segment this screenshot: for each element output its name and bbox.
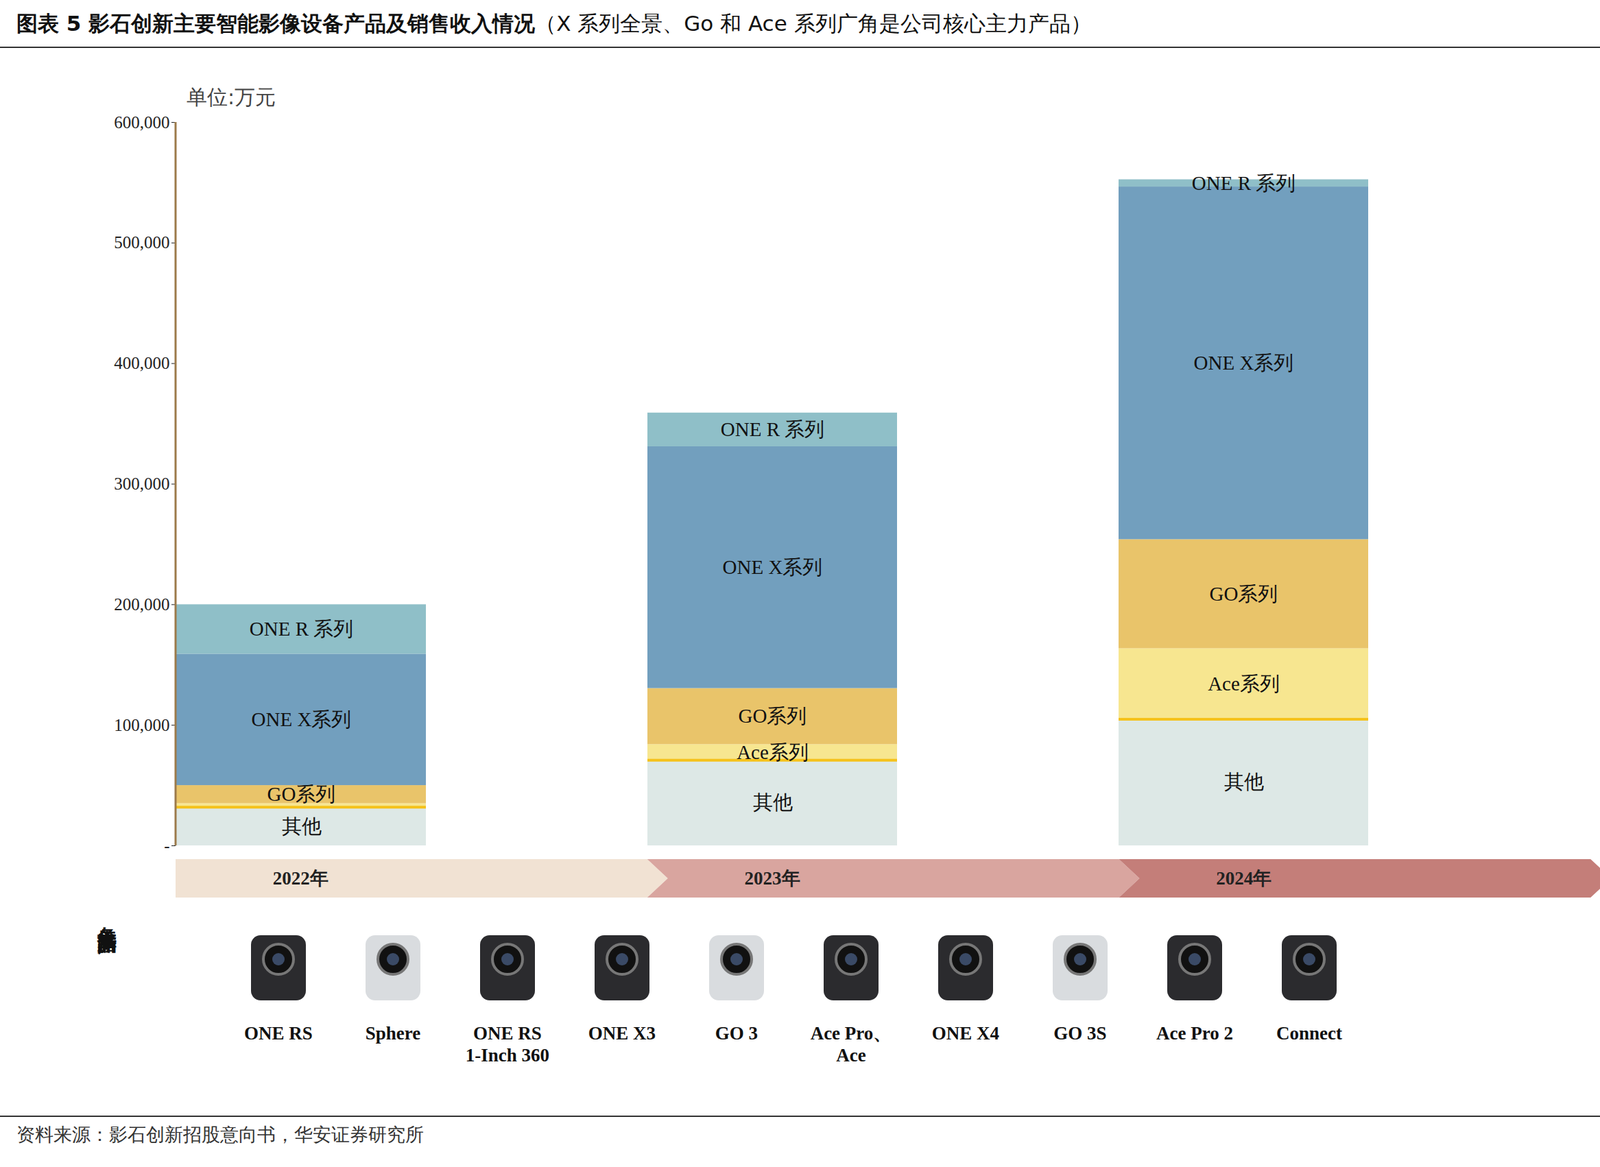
svg-text:ONE X系列: ONE X系列 [722, 556, 823, 579]
svg-text:其他: 其他 [753, 791, 793, 814]
html-text:Sphere: Sphere [365, 1023, 421, 1044]
svg-text:500,000: 500,000 [113, 233, 170, 252]
svg-text:400,000: 400,000 [113, 353, 170, 373]
svg-text:ONE X系列: ONE X系列 [251, 708, 352, 731]
svg-text:2024年: 2024年 [1215, 868, 1272, 889]
svg-text:ONE R 系列: ONE R 系列 [1191, 172, 1296, 195]
html-text:资料来源：影石创新招股意向书，华安证券研究所: 资料来源：影石创新招股意向书，华安证券研究所 [16, 1124, 424, 1146]
html-text:Connect: Connect [1276, 1023, 1343, 1044]
html-text:ONE RS: ONE RS [244, 1023, 313, 1044]
html-text:ONE RS: ONE RS [473, 1023, 542, 1044]
html-text:GO 3: GO 3 [715, 1023, 758, 1044]
svg-text:ONE R 系列: ONE R 系列 [249, 617, 354, 640]
svg-text:ONE X系列: ONE X系列 [1193, 351, 1295, 374]
svg-text:2023年: 2023年 [744, 868, 801, 889]
svg-text:其他: 其他 [281, 815, 322, 838]
svg-text:Ace系列: Ace系列 [736, 741, 809, 764]
html-text:单位:万元: 单位:万元 [186, 85, 276, 110]
svg-text:GO系列: GO系列 [267, 783, 337, 806]
svg-text:600,000: 600,000 [113, 113, 170, 132]
html-text:各年推出新产品: 各年推出新产品 [96, 911, 118, 922]
html-text:ONE X3: ONE X3 [588, 1023, 656, 1044]
svg-text:300,000: 300,000 [113, 474, 170, 494]
svg-text:Ace系列: Ace系列 [1207, 672, 1280, 695]
html-text:GO 3S: GO 3S [1053, 1023, 1107, 1044]
svg-text:GO系列: GO系列 [738, 705, 808, 727]
svg-text:2022年: 2022年 [272, 868, 329, 889]
html-text:图表 5 影石创新主要智能影像设备产品及销售收入情况（X 系: 图表 5 影石创新主要智能影像设备产品及销售收入情况（X 系列全景、Go 和 A… [16, 10, 1092, 36]
svg-text:200,000: 200,000 [113, 595, 170, 614]
html-text:Ace Pro、: Ace Pro、 [810, 1023, 892, 1044]
html-text:Ace: Ace [836, 1045, 866, 1066]
svg-text:其他: 其他 [1224, 770, 1264, 793]
html-text:ONE X4: ONE X4 [931, 1023, 1000, 1044]
svg-text:ONE R 系列: ONE R 系列 [720, 418, 825, 441]
html-text:1-Inch 360: 1-Inch 360 [465, 1045, 550, 1066]
svg-text:-: - [163, 836, 170, 856]
svg-text:100,000: 100,000 [113, 715, 170, 735]
html-text:Ace Pro 2: Ace Pro 2 [1156, 1023, 1234, 1044]
svg-text:GO系列: GO系列 [1209, 582, 1279, 605]
